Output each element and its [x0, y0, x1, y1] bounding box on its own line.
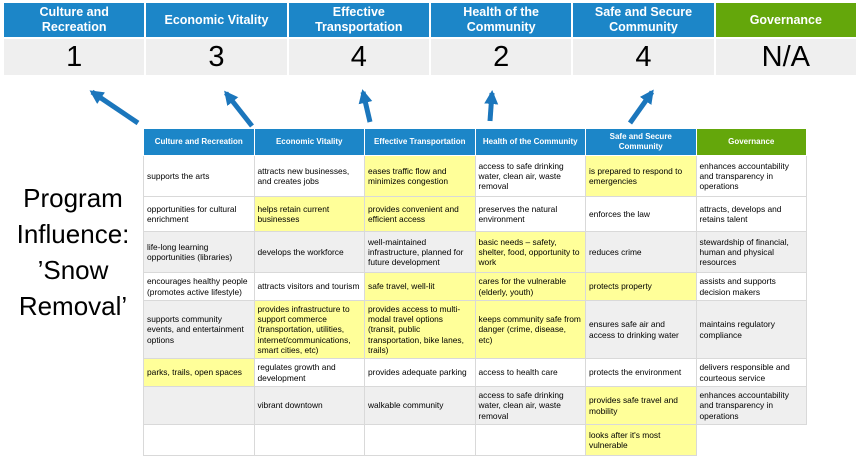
matrix-row: parks, trails, open spaces regulates grow… — [143, 358, 807, 387]
matrix-cell: eases traffic flow and minimizes congest… — [364, 155, 476, 197]
matrix-cell: encourages healthy people (promotes acti… — [143, 272, 255, 301]
summary-table: Culture and Recreation 1 Economic Vitali… — [4, 3, 856, 75]
matrix-cell — [364, 424, 476, 456]
matrix-cell: enhances accountability and transparency… — [695, 386, 807, 425]
program-title-line: Program — [23, 183, 123, 213]
matrix-cell: access to safe drinking water, clean air… — [474, 155, 586, 197]
matrix-cell: reduces crime — [585, 231, 697, 273]
matrix-cell: protects property — [585, 272, 697, 301]
program-title: Program Influence: ’Snow Removal’ — [0, 180, 146, 324]
summary-score: 4 — [573, 39, 714, 75]
matrix-cell: supports the arts — [143, 155, 255, 197]
matrix-row: looks after it's most vulnerable — [143, 424, 807, 456]
matrix-cell — [143, 386, 255, 425]
matrix-cell: cares for the vulnerable (elderly, youth… — [474, 272, 586, 301]
matrix-cell: provides adequate parking — [364, 358, 476, 387]
matrix-cell: attracts, develops and retains talent — [695, 196, 807, 232]
influence-arrow-icon — [89, 89, 140, 126]
matrix-row: supports community events, and entertain… — [143, 300, 807, 359]
matrix-row: opportunities for cultural enrichment hel… — [143, 196, 807, 232]
matrix-row: encourages healthy people (promotes acti… — [143, 272, 807, 301]
matrix-cell: develops the workforce — [253, 231, 365, 273]
influence-arrow-icon — [484, 90, 499, 122]
influence-matrix: Culture and Recreation Economic Vitality E… — [143, 128, 807, 456]
matrix-cell: assists and supports decision makers — [695, 272, 807, 301]
matrix-cell: is prepared to respond to emergencies — [585, 155, 697, 197]
summary-score: 2 — [430, 39, 572, 75]
matrix-row: life-long learning opportunities (librar… — [143, 231, 807, 273]
matrix-cell: provides access to multi-modal travel op… — [364, 300, 476, 359]
matrix-cell — [696, 425, 807, 456]
matrix-header-row: Culture and Recreation Economic Vitality E… — [143, 128, 807, 156]
matrix-cell: maintains regulatory compliance — [695, 300, 807, 359]
summary-header: Governance — [715, 3, 856, 37]
matrix-cell: parks, trails, open spaces — [143, 358, 255, 387]
matrix-cell: ensures safe air and access to drinking … — [585, 300, 697, 359]
matrix-row: vibrant downtown walkable community access… — [143, 386, 807, 425]
program-title-line: Removal’ — [18, 291, 128, 321]
summary-score: 4 — [288, 39, 429, 75]
influence-arrow-icon — [627, 89, 655, 125]
matrix-cell: walkable community — [364, 386, 476, 425]
summary-score: 3 — [146, 39, 287, 75]
matrix-cell — [474, 424, 586, 456]
matrix-column-header: Governance — [695, 128, 807, 156]
influence-arrow-icon — [358, 89, 373, 123]
summary-header: Effective Transportation — [288, 3, 429, 37]
matrix-cell: preserves the natural environment — [474, 196, 586, 232]
matrix-column-header: Effective Transportation — [364, 128, 476, 156]
matrix-cell: enforces the law — [585, 196, 697, 232]
matrix-cell: stewardship of financial, human and phys… — [695, 231, 807, 273]
summary-header: Health of the Community — [430, 3, 572, 37]
matrix-cell: helps retain current businesses — [253, 196, 365, 232]
summary-score: 1 — [4, 39, 145, 75]
matrix-body: supports the arts attracts new businesses… — [143, 155, 807, 456]
matrix-cell: provides infrastructure to support comme… — [253, 300, 365, 359]
matrix-cell: well-maintained infrastructure, planned … — [364, 231, 476, 273]
matrix-column-header: Safe and Secure Community — [585, 128, 697, 156]
matrix-cell: provides convenient and efficient access — [364, 196, 476, 232]
matrix-cell: supports community events, and entertain… — [143, 300, 255, 359]
summary-score: N/A — [715, 39, 856, 75]
matrix-cell — [143, 424, 255, 456]
matrix-column-header: Health of the Community — [474, 128, 586, 156]
summary-header: Safe and Secure Community — [573, 3, 714, 37]
matrix-cell: life-long learning opportunities (librar… — [143, 231, 255, 273]
matrix-cell: attracts new businesses, and creates job… — [253, 155, 365, 197]
program-title-line: Influence: — [16, 219, 130, 249]
matrix-cell: delivers responsible and courteous servi… — [695, 358, 807, 387]
summary-header: Economic Vitality — [146, 3, 287, 37]
matrix-cell: attracts visitors and tourism — [253, 272, 365, 301]
matrix-cell: safe travel, well-lit — [364, 272, 476, 301]
matrix-cell: enhances accountability and transparency… — [695, 155, 807, 197]
summary-header: Culture and Recreation — [4, 3, 145, 37]
matrix-cell: access to safe drinking water, clean air… — [474, 386, 586, 425]
matrix-cell: regulates growth and development — [253, 358, 365, 387]
matrix-column-header: Economic Vitality — [253, 128, 365, 156]
matrix-cell: looks after it's most vulnerable — [585, 424, 697, 456]
matrix-cell: basic needs – safety, shelter, food, opp… — [474, 231, 586, 273]
matrix-cell — [253, 424, 365, 456]
matrix-cell: vibrant downtown — [253, 386, 365, 425]
matrix-cell: opportunities for cultural enrichment — [143, 196, 255, 232]
matrix-cell: protects the environment — [585, 358, 697, 387]
program-title-line: ’Snow — [37, 255, 109, 285]
matrix-cell: provides safe travel and mobility — [585, 386, 697, 425]
influence-arrow-icon — [224, 90, 254, 128]
matrix-cell: access to health care — [474, 358, 586, 387]
matrix-row: supports the arts attracts new businesses… — [143, 155, 807, 197]
matrix-column-header: Culture and Recreation — [143, 128, 255, 156]
matrix-cell: keeps community safe from danger (crime,… — [474, 300, 586, 359]
